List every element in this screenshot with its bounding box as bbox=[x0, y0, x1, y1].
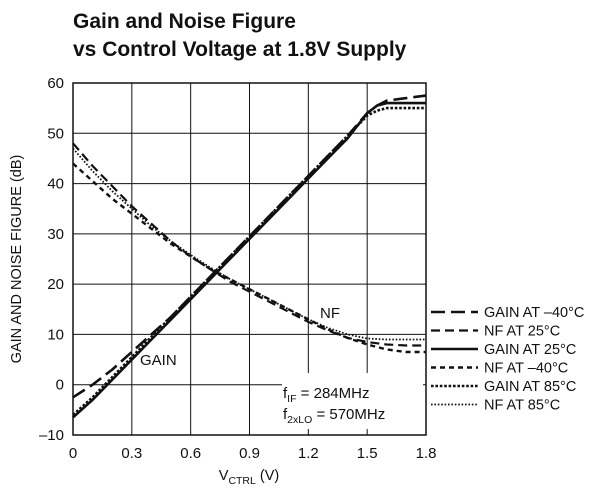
annotation-nf: NF bbox=[320, 305, 340, 322]
y-tick-label: 20 bbox=[47, 276, 64, 293]
frequency-box bbox=[282, 373, 423, 429]
legend-label-1: NF AT 25°C bbox=[484, 324, 560, 340]
x-tick-label: 1.5 bbox=[357, 445, 378, 462]
legend: GAIN AT –40°C NF AT 25°C GAIN AT 25°C NF AT… bbox=[431, 305, 584, 414]
annotation-flo: f2xLO = 570MHz bbox=[283, 406, 385, 426]
x-tick-label: 0.3 bbox=[121, 445, 142, 462]
x-axis-label-sub: CTRL bbox=[228, 475, 256, 487]
legend-label-2: GAIN AT 25°C bbox=[484, 342, 576, 358]
y-tick-label: 60 bbox=[47, 75, 64, 92]
fif-value: = 284MHz bbox=[297, 385, 370, 402]
flo-value: = 570MHz bbox=[312, 406, 385, 423]
legend-label-0: GAIN AT –40°C bbox=[484, 305, 584, 321]
x-axis-label: VCTRL (V) bbox=[219, 468, 279, 487]
series-lines bbox=[72, 94, 427, 419]
x-axis-label-main: V bbox=[219, 468, 229, 484]
legend-label-4: GAIN AT 85°C bbox=[484, 379, 576, 395]
y-tick-label: –10 bbox=[39, 427, 64, 444]
y-axis-label: GAIN AND NOISE FIGURE (dB) bbox=[9, 155, 25, 364]
x-tick-label: 0 bbox=[69, 445, 77, 462]
flo-main: f bbox=[283, 406, 288, 423]
grid bbox=[73, 83, 426, 435]
x-tick-label: 1.8 bbox=[416, 445, 437, 462]
legend-label-5: NF AT 85°C bbox=[484, 398, 560, 414]
chart-title-line2: vs Control Voltage at 1.8V Supply bbox=[73, 38, 407, 61]
plot-frame bbox=[72, 82, 427, 436]
series-line-4 bbox=[72, 106, 426, 416]
y-tick-label: 10 bbox=[47, 326, 64, 343]
y-tick-label: 50 bbox=[47, 125, 64, 142]
legend-label-3: NF AT –40°C bbox=[484, 361, 568, 377]
series-line-1 bbox=[72, 142, 426, 347]
x-tick-labels: 0 0.3 0.6 0.9 1.2 1.5 1.8 bbox=[69, 445, 437, 462]
annotation-gain: GAIN bbox=[140, 352, 177, 369]
x-tick-label: 0.9 bbox=[239, 445, 260, 462]
y-tick-label: 30 bbox=[47, 226, 64, 243]
series-line-2 bbox=[72, 101, 426, 419]
fif-main: f bbox=[283, 385, 288, 402]
flo-sub: 2xLO bbox=[287, 414, 312, 426]
series-line-3 bbox=[72, 162, 426, 354]
chart-title-line1: Gain and Noise Figure bbox=[73, 10, 296, 33]
x-axis-label-unit: (V) bbox=[256, 468, 279, 484]
y-tick-labels: –10 0 10 20 30 40 50 60 bbox=[39, 75, 64, 444]
x-tick-label: 1.2 bbox=[298, 445, 319, 462]
x-tick-label: 0.6 bbox=[180, 445, 201, 462]
fif-sub: IF bbox=[287, 393, 296, 405]
annotation-fif: fIF = 284MHz bbox=[283, 385, 369, 405]
y-tick-label: 0 bbox=[56, 377, 64, 394]
y-tick-label: 40 bbox=[47, 176, 64, 193]
